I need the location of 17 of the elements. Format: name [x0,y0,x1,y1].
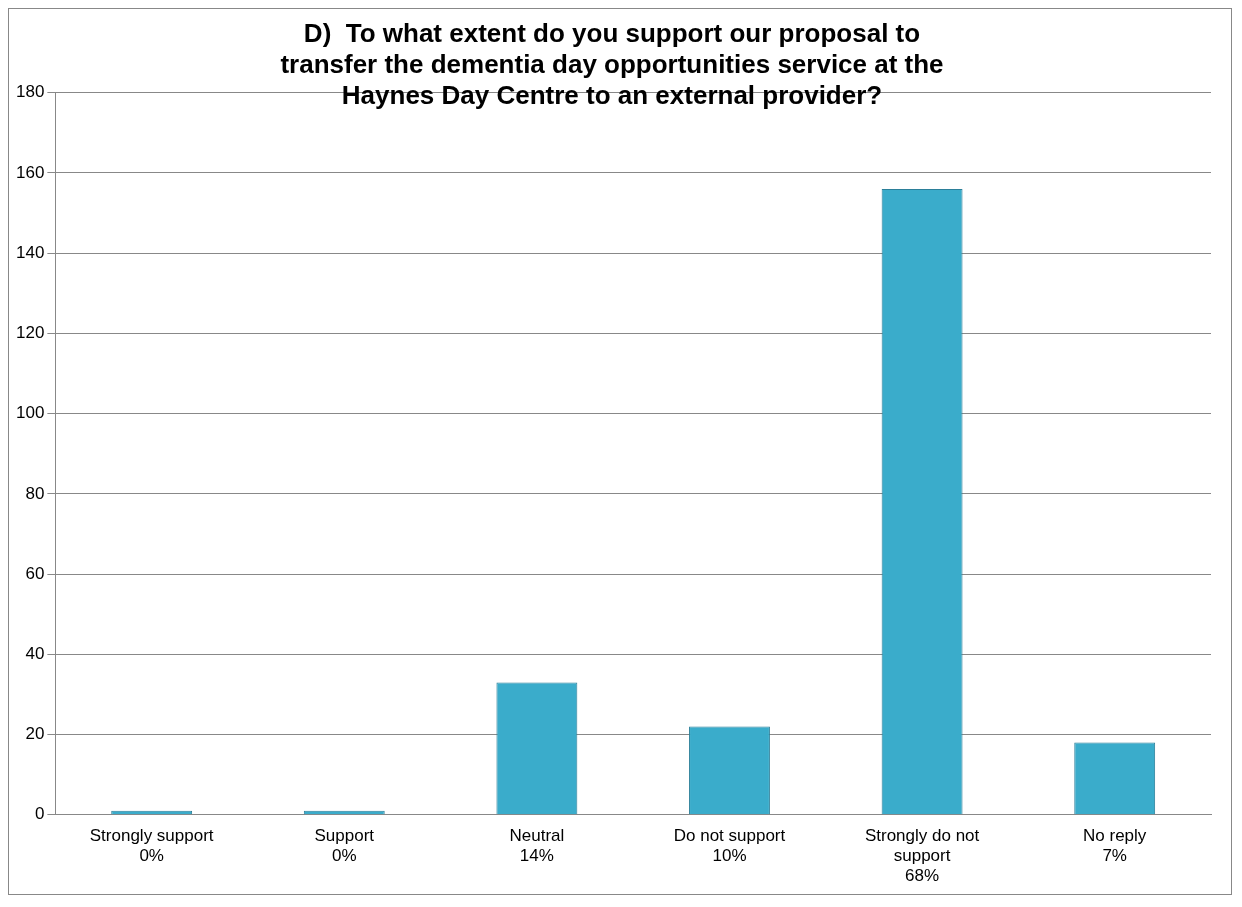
y-tick-label: 160 [15,162,45,182]
y-tick-label: 120 [15,323,45,343]
y-tick-label: 0 [34,804,45,824]
x-tick-label: No reply 7% [1083,825,1147,866]
y-tick-label: 180 [15,82,45,102]
x-tick-label: Strongly do not support 68% [864,825,980,886]
y-tick-label: 100 [15,403,45,423]
y-tick-label: 60 [25,563,45,583]
y-tick-label: 140 [15,242,45,262]
chart-title: D) To what extent do you support our proposal to transfer the dementia day opportunities service at the Haynes Day Centre to an external provider? [280,17,944,111]
y-tick-label: 20 [25,724,45,744]
x-tick-label: Support 0% [314,825,375,866]
x-tick-label: Strongly support 0% [89,825,214,866]
x-tick-label: Neutral 14% [509,825,565,866]
x-tick-label: Do not support 10% [673,825,786,866]
y-tick-label: 40 [25,644,45,663]
y-tick-label: 80 [25,483,45,503]
